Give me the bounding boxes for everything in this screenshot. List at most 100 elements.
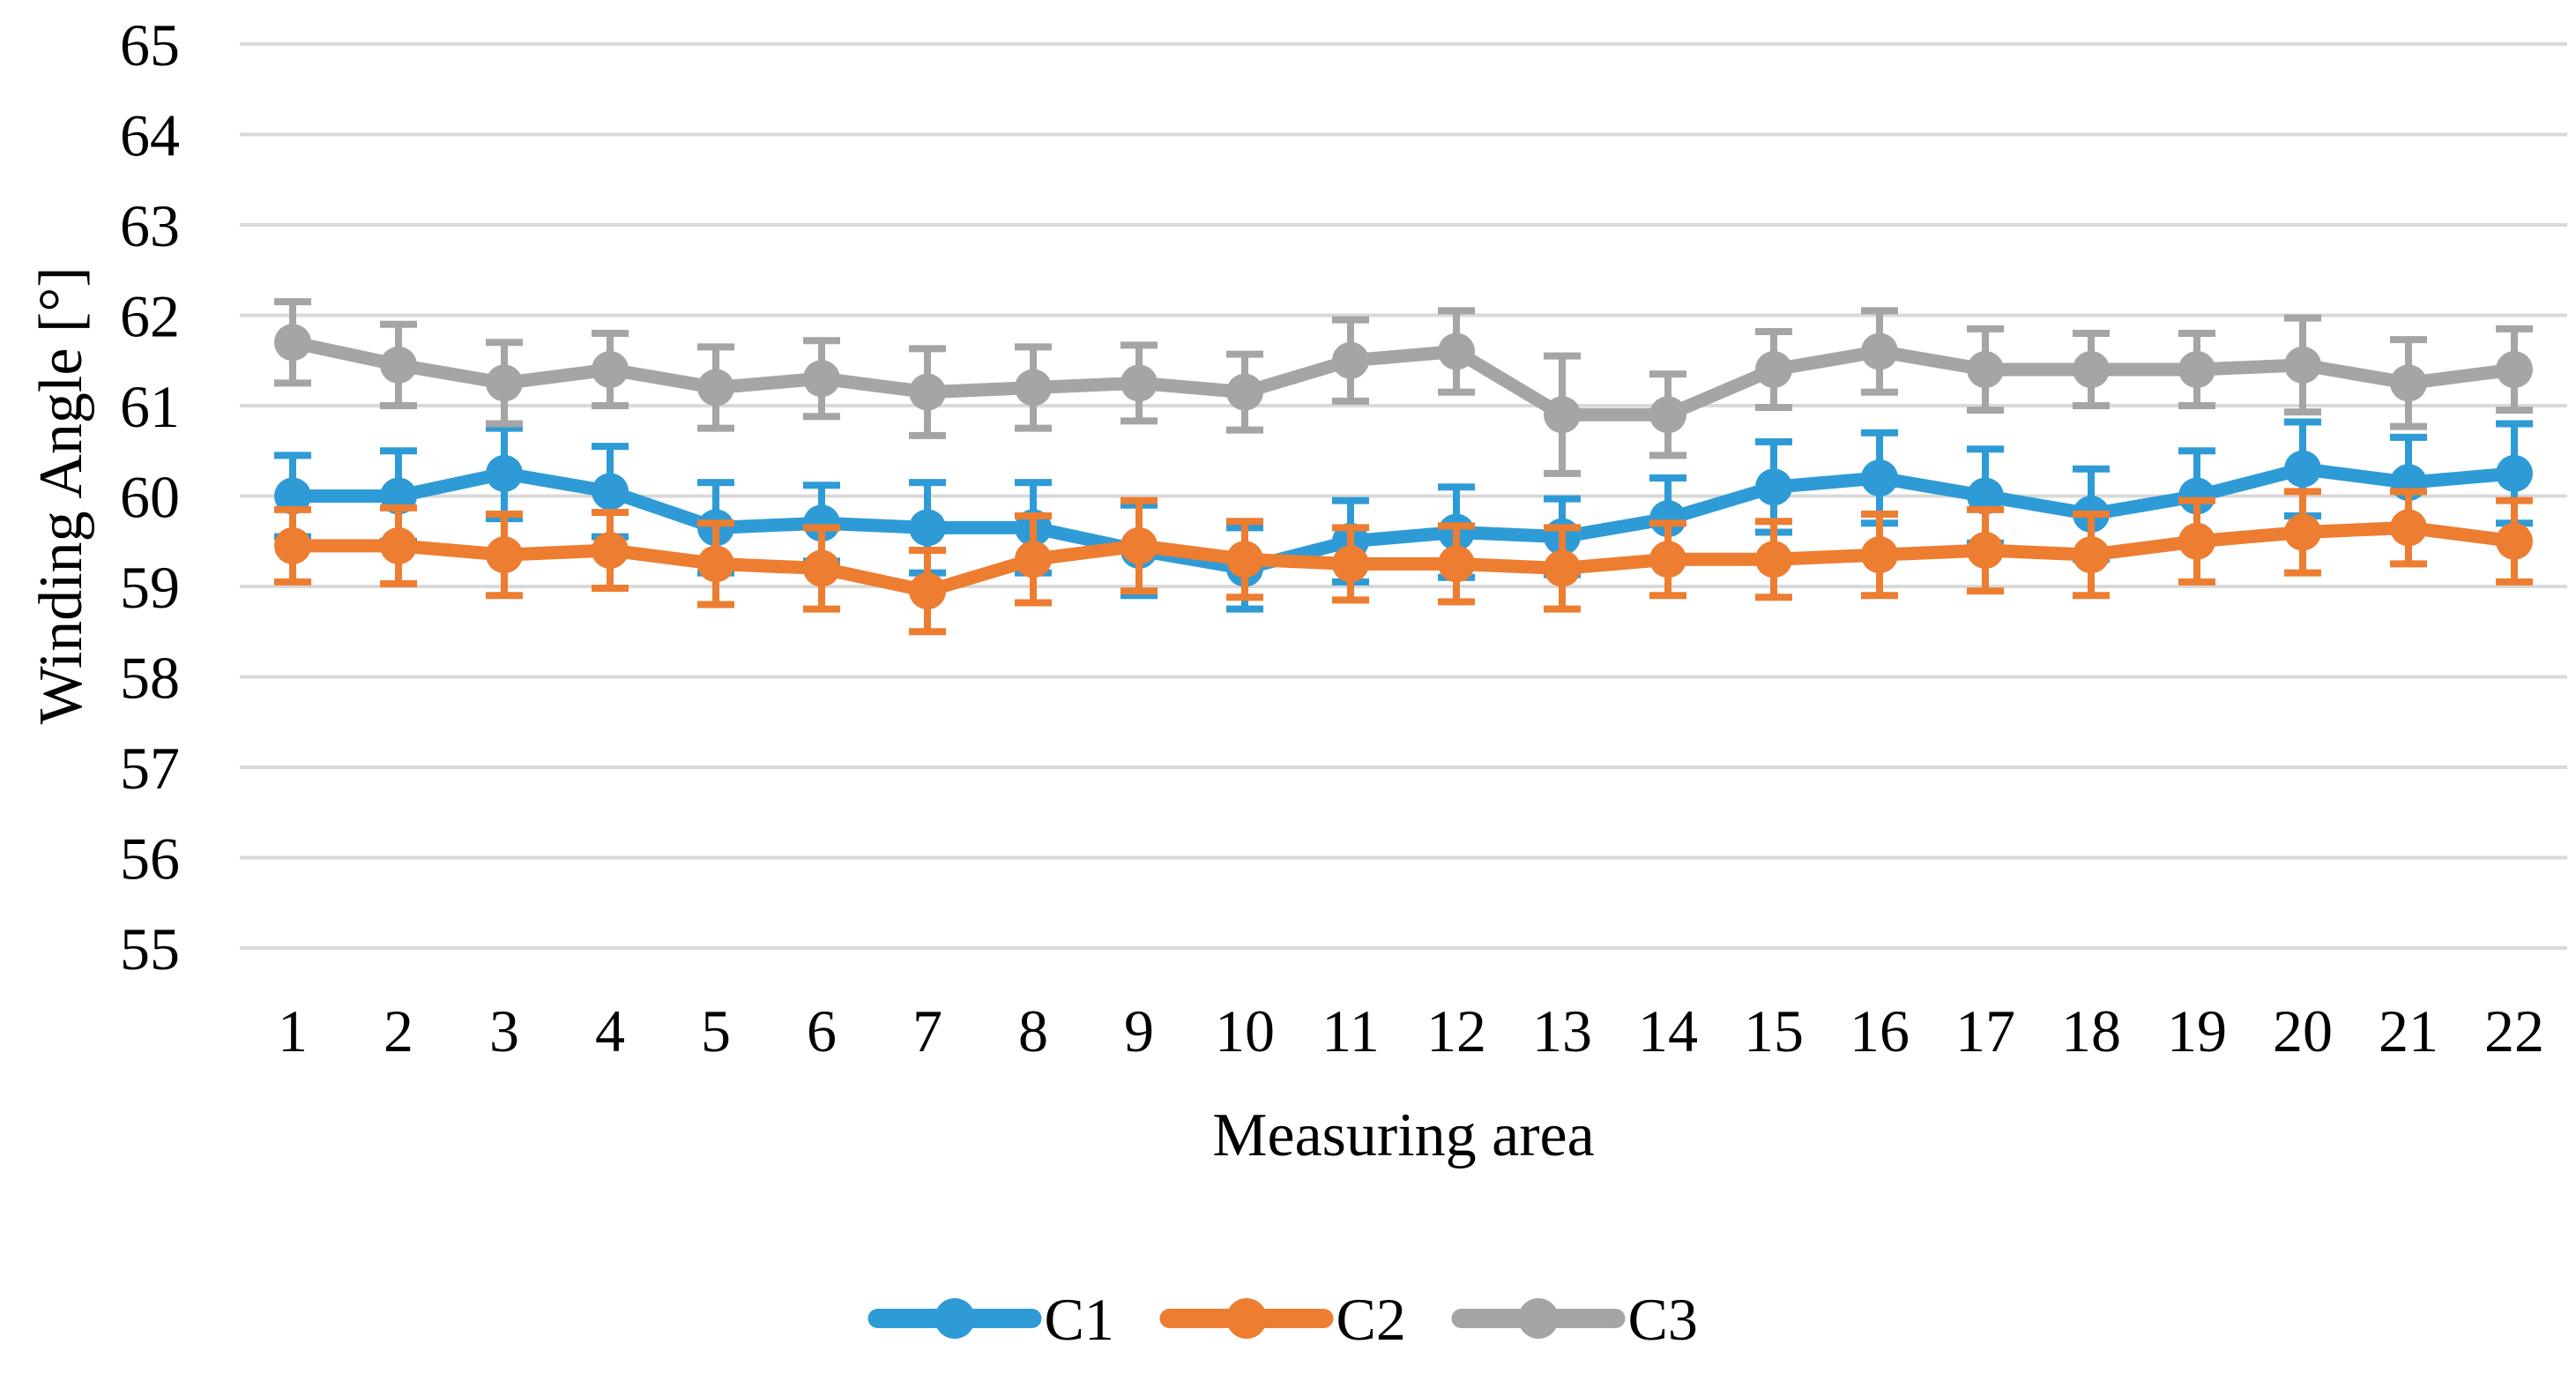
marker-C3-20 bbox=[2284, 346, 2321, 384]
legend-dot-marker-C1 bbox=[934, 1298, 975, 1339]
x-tick-label-22: 22 bbox=[2484, 997, 2544, 1064]
marker-C2-16 bbox=[1861, 536, 1898, 574]
marker-C3-3 bbox=[486, 364, 523, 402]
marker-C2-4 bbox=[592, 532, 629, 569]
marker-C1-20 bbox=[2284, 450, 2321, 488]
marker-C1-4 bbox=[592, 473, 629, 511]
marker-C2-2 bbox=[380, 526, 417, 564]
x-tick-label-19: 19 bbox=[2167, 997, 2227, 1064]
marker-C3-10 bbox=[1226, 373, 1263, 411]
marker-C2-18 bbox=[2073, 536, 2110, 574]
legend-label-C3: C3 bbox=[1628, 1286, 1698, 1353]
y-tick-label-59: 59 bbox=[120, 554, 180, 621]
marker-C2-12 bbox=[1438, 545, 1475, 583]
marker-C1-14 bbox=[1649, 500, 1686, 538]
y-axis-tick-labels: 55 56 57 58 59 60 61 62 63 64 65 bbox=[120, 11, 180, 982]
x-tick-label-20: 20 bbox=[2273, 997, 2333, 1064]
marker-C3-13 bbox=[1544, 396, 1581, 434]
marker-C3-22 bbox=[2496, 351, 2533, 388]
marker-C1-16 bbox=[1861, 459, 1898, 497]
legend-item-C1: C1 bbox=[867, 1286, 1114, 1353]
marker-C2-5 bbox=[697, 545, 734, 583]
marker-C2-15 bbox=[1755, 541, 1792, 579]
y-tick-label-57: 57 bbox=[120, 735, 180, 802]
marker-C2-19 bbox=[2178, 522, 2215, 560]
marker-C3-5 bbox=[697, 369, 734, 407]
y-tick-label-58: 58 bbox=[120, 645, 180, 712]
x-tick-label-7: 7 bbox=[912, 997, 942, 1064]
x-tick-label-1: 1 bbox=[278, 997, 308, 1064]
series-line-C2 bbox=[286, 520, 2521, 598]
marker-C1-15 bbox=[1755, 468, 1792, 506]
series-line-C3 bbox=[286, 335, 2521, 422]
marker-C3-2 bbox=[380, 346, 417, 384]
legend-dot-marker-C3 bbox=[1518, 1298, 1559, 1339]
marker-C2-22 bbox=[2496, 522, 2533, 560]
series-C3 bbox=[274, 298, 2533, 477]
marker-C1-7 bbox=[909, 509, 946, 547]
legend-item-C3: C3 bbox=[1451, 1286, 1698, 1353]
marker-C1-3 bbox=[486, 454, 523, 492]
legend-label-C2: C2 bbox=[1336, 1286, 1406, 1353]
marker-C2-13 bbox=[1544, 549, 1581, 587]
marker-C2-10 bbox=[1226, 541, 1263, 579]
x-tick-label-8: 8 bbox=[1018, 997, 1048, 1064]
marker-C1-19 bbox=[2178, 477, 2215, 515]
x-tick-label-10: 10 bbox=[1215, 997, 1275, 1064]
legend: C1 C2 C3 bbox=[867, 1286, 1698, 1353]
x-tick-label-9: 9 bbox=[1124, 997, 1154, 1064]
marker-C2-17 bbox=[1967, 532, 2004, 569]
marker-C2-9 bbox=[1120, 526, 1158, 564]
marker-C2-14 bbox=[1649, 541, 1686, 579]
marker-C3-7 bbox=[909, 373, 946, 411]
marker-C3-17 bbox=[1967, 351, 2004, 388]
y-tick-label-64: 64 bbox=[120, 102, 180, 169]
marker-C3-14 bbox=[1649, 396, 1686, 434]
y-tick-label-56: 56 bbox=[120, 825, 180, 892]
marker-C3-8 bbox=[1015, 369, 1052, 407]
series-line-C1 bbox=[286, 462, 2521, 575]
marker-C1-6 bbox=[803, 504, 840, 542]
x-tick-label-11: 11 bbox=[1322, 997, 1379, 1064]
marker-C2-7 bbox=[909, 572, 946, 610]
marker-C3-4 bbox=[592, 351, 629, 388]
y-tick-label-63: 63 bbox=[120, 192, 180, 259]
x-tick-label-2: 2 bbox=[383, 997, 413, 1064]
x-tick-label-5: 5 bbox=[701, 997, 731, 1064]
marker-C1-1 bbox=[274, 477, 311, 515]
x-tick-label-4: 4 bbox=[595, 997, 625, 1064]
x-tick-label-6: 6 bbox=[807, 997, 837, 1064]
marker-C2-8 bbox=[1015, 541, 1052, 579]
marker-C3-9 bbox=[1120, 364, 1158, 402]
y-tick-label-65: 65 bbox=[120, 11, 180, 78]
x-tick-label-21: 21 bbox=[2379, 997, 2438, 1064]
x-tick-label-3: 3 bbox=[489, 997, 519, 1064]
marker-C2-1 bbox=[274, 526, 311, 564]
marker-C3-1 bbox=[274, 324, 311, 362]
legend-label-C1: C1 bbox=[1045, 1286, 1114, 1353]
marker-C3-15 bbox=[1755, 351, 1792, 388]
legend-item-C2: C2 bbox=[1159, 1286, 1406, 1353]
marker-C3-19 bbox=[2178, 351, 2215, 388]
y-tick-label-55: 55 bbox=[120, 915, 180, 982]
marker-C1-17 bbox=[1967, 477, 2004, 515]
marker-C3-6 bbox=[803, 360, 840, 398]
marker-C2-20 bbox=[2284, 513, 2321, 551]
marker-C3-12 bbox=[1438, 332, 1475, 370]
x-tick-label-16: 16 bbox=[1850, 997, 1910, 1064]
y-tick-label-61: 61 bbox=[120, 373, 180, 440]
x-tick-label-18: 18 bbox=[2061, 997, 2121, 1064]
x-tick-label-14: 14 bbox=[1638, 997, 1698, 1064]
marker-C3-21 bbox=[2390, 364, 2427, 402]
x-tick-label-12: 12 bbox=[1426, 997, 1486, 1064]
marker-C2-21 bbox=[2390, 509, 2427, 547]
marker-C2-6 bbox=[803, 549, 840, 587]
x-tick-label-15: 15 bbox=[1744, 997, 1804, 1064]
x-axis-title: Measuring area bbox=[1212, 1101, 1594, 1169]
marker-C1-22 bbox=[2496, 454, 2533, 492]
y-tick-label-60: 60 bbox=[120, 464, 180, 531]
x-tick-label-17: 17 bbox=[1955, 997, 2015, 1064]
marker-C3-18 bbox=[2073, 351, 2110, 388]
